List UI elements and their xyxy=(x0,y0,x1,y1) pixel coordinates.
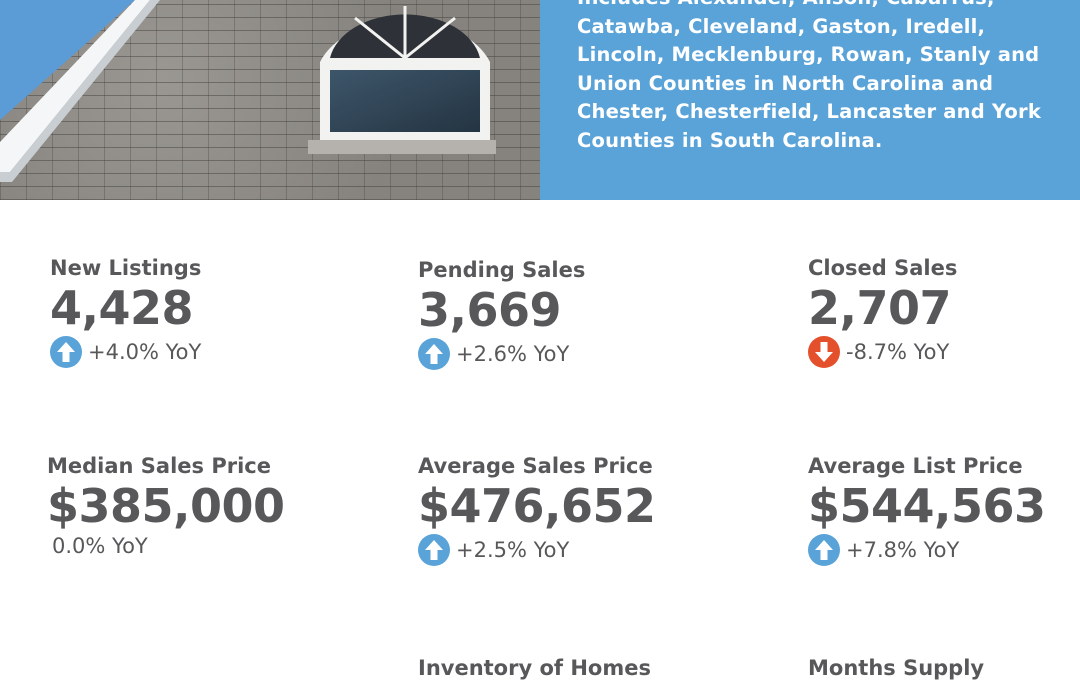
stat-value: 4,428 xyxy=(50,281,194,335)
stat-change-text: +2.5% YoY xyxy=(456,538,570,562)
stat-pending-sales: Pending Sales 3,669 +2.6% YoY xyxy=(418,258,748,370)
stat-months-supply: Months Supply xyxy=(808,656,1068,680)
stat-change-text: -8.7% YoY xyxy=(846,340,950,364)
arrow-down-icon xyxy=(808,336,840,368)
stat-value: 3,669 xyxy=(418,283,562,337)
stat-change: +2.5% YoY xyxy=(418,534,748,566)
stat-average-list-price: Average List Price $544,563 +7.8% YoY xyxy=(808,454,1073,566)
stat-change: 0.0% YoY xyxy=(47,534,377,558)
arrow-up-icon xyxy=(418,534,450,566)
stat-value: $476,652 xyxy=(418,479,656,533)
coverage-text: Includes Alexander, Anson, Cabarrus, Cat… xyxy=(577,0,1041,152)
stat-label: Closed Sales xyxy=(808,256,958,280)
stat-label: Average List Price xyxy=(808,454,1023,478)
stat-label: Months Supply xyxy=(808,656,985,680)
stat-new-listings: New Listings 4,428 +4.0% YoY xyxy=(50,256,380,368)
stat-value: $544,563 xyxy=(808,479,1046,533)
stat-median-sales-price: Median Sales Price $385,000 0.0% YoY xyxy=(47,454,377,558)
stat-change: +2.6% YoY xyxy=(418,338,748,370)
stat-label: New Listings xyxy=(50,256,202,280)
sky xyxy=(0,0,135,120)
arrow-up-icon xyxy=(50,336,82,368)
arrow-up-icon xyxy=(418,338,450,370)
stat-closed-sales: Closed Sales 2,707 -8.7% YoY xyxy=(808,256,1068,368)
stat-change: -8.7% YoY xyxy=(808,336,1068,368)
stat-change-text: +2.6% YoY xyxy=(456,342,570,366)
stat-value: $385,000 xyxy=(47,479,285,533)
window-sill xyxy=(308,140,496,154)
stat-label: Average Sales Price xyxy=(418,454,653,478)
hero-house-photo xyxy=(0,0,540,200)
stat-value: 2,707 xyxy=(808,281,952,335)
stat-change: +4.0% YoY xyxy=(50,336,380,368)
coverage-panel: Includes Alexander, Anson, Cabarrus, Cat… xyxy=(540,0,1080,200)
stat-label: Pending Sales xyxy=(418,258,586,282)
house-facade-illustration xyxy=(0,0,496,182)
stat-change-text: 0.0% YoY xyxy=(52,534,148,558)
stat-label: Inventory of Homes xyxy=(418,656,651,680)
stat-change-text: +7.8% YoY xyxy=(846,538,960,562)
stat-inventory-of-homes: Inventory of Homes xyxy=(418,656,748,680)
stat-average-sales-price: Average Sales Price $476,652 +2.5% YoY xyxy=(418,454,748,566)
stat-label: Median Sales Price xyxy=(47,454,271,478)
arrow-up-icon xyxy=(808,534,840,566)
stat-change-text: +4.0% YoY xyxy=(88,340,202,364)
stat-change: +7.8% YoY xyxy=(808,534,1073,566)
roof-trim xyxy=(0,0,150,172)
